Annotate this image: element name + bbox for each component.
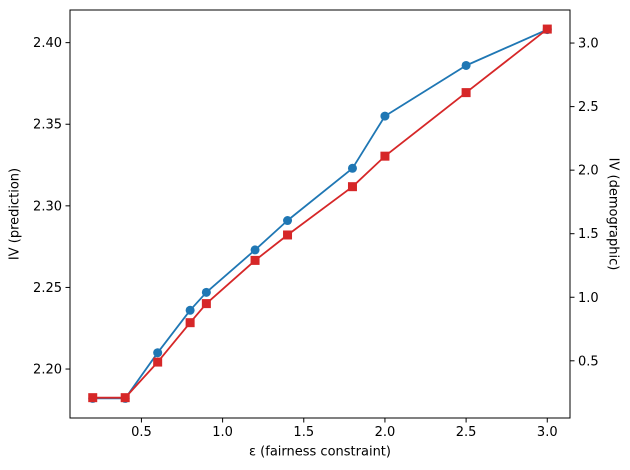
data-point-marker-iv-demographic xyxy=(153,357,163,367)
y-right-tick-label: 1.5 xyxy=(578,227,599,242)
data-point-marker-iv-prediction xyxy=(250,245,260,255)
series-line-iv-prediction xyxy=(91,28,549,400)
data-point-marker-iv-prediction xyxy=(283,216,293,226)
data-point-marker-iv-demographic xyxy=(120,393,130,403)
x-tick-label: 3.0 xyxy=(537,425,558,440)
data-point-marker-iv-demographic xyxy=(542,24,552,34)
data-point-marker-iv-prediction xyxy=(153,348,163,358)
data-point-marker-iv-prediction xyxy=(380,111,390,121)
y-left-tick-label: 2.25 xyxy=(33,281,62,296)
data-point-marker-iv-demographic xyxy=(88,393,98,403)
data-point-marker-iv-prediction xyxy=(461,60,471,70)
x-axis-label: ε (fairness constraint) xyxy=(249,444,391,460)
data-point-marker-iv-demographic xyxy=(380,151,390,161)
x-tick-label: 2.0 xyxy=(375,425,396,440)
data-point-marker-iv-prediction xyxy=(347,163,357,173)
y-left-tick-label: 2.35 xyxy=(33,118,62,133)
y-left-tick-label: 2.40 xyxy=(33,36,62,51)
plot-frame xyxy=(69,9,571,419)
data-point-marker-iv-demographic xyxy=(201,299,211,309)
y-right-tick-label: 2.5 xyxy=(578,100,599,115)
series-line-iv-demographic xyxy=(91,28,549,399)
y-axis-label-right: IV (demographic) xyxy=(605,157,621,271)
y-left-tick-label: 2.30 xyxy=(33,199,62,214)
y-left-tick-label: 2.20 xyxy=(33,363,62,378)
data-point-marker-iv-demographic xyxy=(461,88,471,98)
data-point-marker-iv-demographic xyxy=(283,230,293,240)
y-right-tick-label: 3.0 xyxy=(578,37,599,52)
x-tick-label: 2.5 xyxy=(456,425,477,440)
data-point-marker-iv-demographic xyxy=(185,318,195,328)
data-point-marker-iv-demographic xyxy=(250,255,260,265)
y-right-tick-label: 0.5 xyxy=(578,354,599,369)
y-right-tick-label: 1.0 xyxy=(578,291,599,306)
data-point-marker-iv-demographic xyxy=(347,182,357,192)
y-axis-label-left: IV (prediction) xyxy=(7,167,23,261)
x-tick-label: 1.0 xyxy=(212,425,233,440)
x-tick-label: 1.5 xyxy=(293,425,314,440)
x-tick-label: 0.5 xyxy=(131,425,152,440)
data-point-marker-iv-prediction xyxy=(185,305,195,315)
data-point-marker-iv-prediction xyxy=(201,287,211,297)
y-right-tick-label: 2.0 xyxy=(578,164,599,179)
